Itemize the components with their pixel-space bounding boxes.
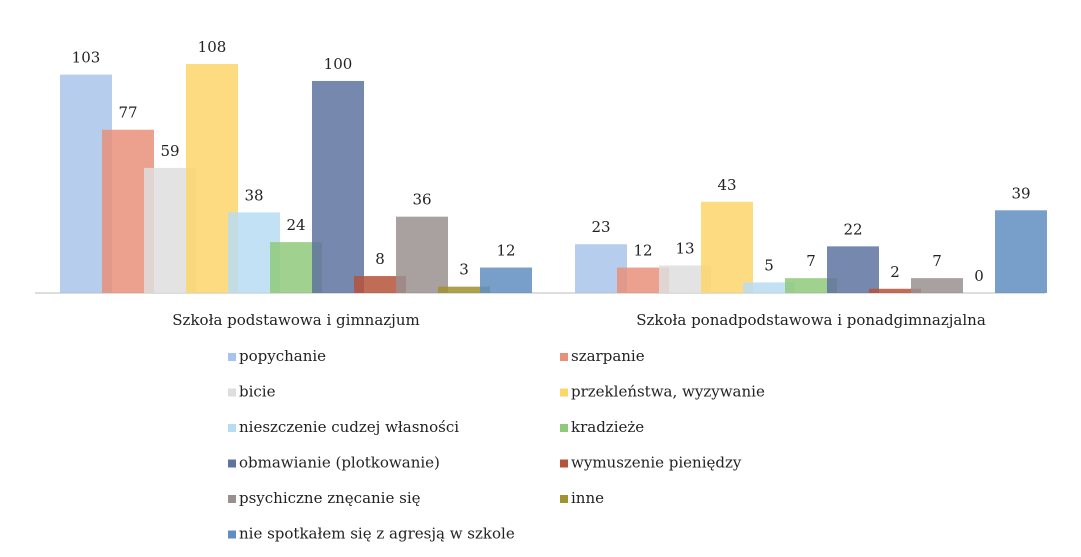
legend-swatch [228, 353, 236, 361]
bar [869, 288, 921, 293]
data-label: 0 [974, 267, 984, 285]
data-label: 22 [843, 220, 862, 238]
legend-label: psychiczne znęcanie się [239, 489, 421, 507]
legend-swatch [228, 530, 236, 539]
legend-swatch [228, 495, 236, 503]
legend-swatch [560, 495, 568, 503]
data-label: 2 [890, 263, 900, 281]
legend-label: nieszczenie cudzej własności [239, 418, 459, 436]
bar [911, 278, 963, 293]
data-label: 7 [806, 252, 816, 270]
bar [480, 267, 532, 293]
data-label: 24 [286, 216, 305, 234]
legend-label: przekleństwa, wyzywanie [571, 383, 765, 401]
bar [701, 201, 753, 293]
legend-swatch [228, 459, 236, 468]
data-label: 23 [591, 218, 610, 236]
legend-swatch [228, 424, 236, 432]
bar [396, 216, 448, 293]
bar [995, 210, 1047, 293]
legend-label: nie spotkałem się z agresją w szkole [239, 525, 515, 543]
legend-label: kradzieże [571, 418, 644, 436]
bar [312, 80, 364, 294]
legend-label: inne [571, 489, 604, 507]
legend-label: szarpanie [571, 347, 645, 365]
data-label: 108 [198, 38, 227, 56]
data-label: 13 [675, 239, 694, 257]
data-label: 43 [717, 176, 736, 194]
legend-swatch [560, 424, 568, 432]
data-label: 59 [160, 142, 179, 160]
category-label: Szkoła podstawowa i gimnazjum [172, 311, 419, 329]
legend-swatch [560, 388, 568, 397]
category-label: Szkoła ponadpodstawowa i ponadgimnazjaln… [636, 311, 986, 329]
legend-swatch [228, 388, 236, 397]
bar [785, 278, 837, 293]
legend-label: obmawianie (plotkowanie) [239, 454, 440, 472]
legend-label: wymuszenie pieniędzy [571, 454, 742, 472]
data-label: 39 [1011, 184, 1030, 202]
legend-label: bicie [239, 383, 276, 401]
data-label: 8 [375, 250, 385, 268]
bar [438, 286, 490, 293]
data-label: 38 [244, 186, 263, 204]
bar [827, 246, 879, 293]
data-label: 103 [72, 49, 101, 67]
data-label: 100 [324, 55, 353, 73]
legend-label: popychanie [239, 347, 326, 365]
data-label: 5 [764, 256, 774, 274]
legend-swatch [560, 353, 568, 361]
data-label: 3 [459, 261, 469, 279]
legend-swatch [560, 459, 568, 468]
data-label: 7 [932, 252, 942, 270]
bar [354, 276, 406, 293]
data-label: 77 [118, 104, 137, 122]
data-label: 12 [496, 242, 515, 260]
data-label: 12 [633, 242, 652, 260]
bar [743, 282, 795, 293]
data-label: 36 [412, 191, 431, 209]
